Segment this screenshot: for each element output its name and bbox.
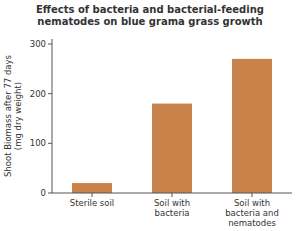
y-axis-line [52,39,53,193]
y-tick-label: 0 [41,188,46,198]
bars [72,59,272,193]
x-tick-label: Soil withbacteria [154,198,190,218]
x-tick-label: Soil withbacteria andnematodes [225,198,279,228]
y-tick-label: 200 [30,89,46,99]
x-tick-label: Sterile soil [70,198,114,208]
y-tick [48,93,52,94]
chart-container: Effects of bacteria and bacterial-feedin… [0,0,300,231]
y-tick [48,143,52,144]
x-tick [172,193,173,197]
y-tick-label: 100 [30,138,46,148]
y-tick [48,193,52,194]
y-tick [48,43,52,44]
y-axis-label: Shoot Biomass after 77 days(mg dry weigh… [3,54,23,177]
x-tick [252,193,253,197]
bar [232,59,272,193]
title: Effects of bacteria and bacterial-feedin… [36,4,264,27]
bar [152,104,192,193]
bar [72,183,112,193]
chart: Effects of bacteria and bacterial-feedin… [0,0,300,231]
y-tick-label: 300 [30,39,46,49]
x-tick [92,193,93,197]
